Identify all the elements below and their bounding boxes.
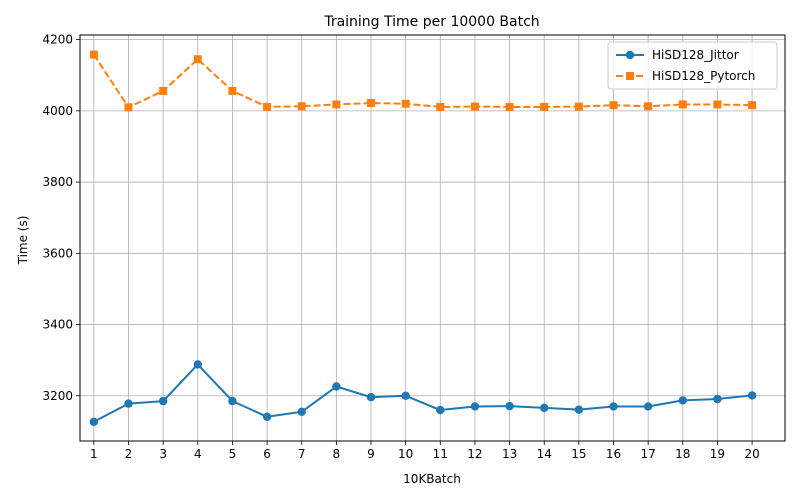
data-point-marker	[678, 396, 688, 405]
x-tick-label: 18	[675, 447, 690, 461]
data-point-marker	[470, 402, 480, 411]
data-point-marker	[124, 399, 133, 408]
data-point-marker	[436, 102, 445, 111]
x-tick-label: 15	[571, 447, 586, 461]
x-axis-ticks: 1 2 3 4 5 6 7 8 9 10 11 12 13 14 15 16 17 18 19 20	[90, 441, 760, 461]
legend-item: HiSD128_Pytorch	[616, 69, 755, 83]
data-point-marker	[574, 102, 583, 111]
data-point-marker	[748, 101, 757, 110]
data-point-marker	[228, 86, 237, 95]
x-tick-label: 6	[263, 447, 271, 461]
data-point-marker	[644, 102, 653, 111]
data-point-marker	[609, 402, 618, 411]
data-point-marker	[574, 405, 584, 414]
data-point-marker	[436, 405, 445, 415]
x-tick-label: 1	[90, 447, 98, 461]
x-tick-label: 2	[125, 447, 133, 461]
data-point-marker	[158, 396, 168, 406]
y-tick-label: 4200	[42, 33, 73, 47]
data-point-marker	[713, 100, 722, 109]
data-point-marker	[332, 100, 341, 109]
data-point-marker	[297, 102, 306, 111]
data-point-marker	[401, 99, 410, 108]
legend-marker	[625, 50, 635, 60]
data-point-marker	[193, 360, 202, 369]
legend-marker	[626, 72, 634, 80]
x-tick-label: 17	[641, 447, 656, 461]
data-point-marker	[747, 391, 757, 400]
x-tick-label: 19	[710, 447, 725, 461]
series-line	[93, 54, 753, 109]
plot-area-frame	[79, 34, 786, 442]
data-point-marker	[470, 102, 479, 111]
x-tick-label: 10	[398, 447, 413, 461]
series-HiSD128_Jittor	[89, 360, 757, 426]
legend-label: HiSD128_Pytorch	[652, 69, 755, 83]
data-point-marker	[159, 86, 168, 95]
y-tick-label: 3400	[42, 318, 73, 332]
legend: HiSD128_Jittor HiSD128_Pytorch	[607, 41, 778, 90]
data-point-marker	[228, 396, 237, 406]
x-tick-label: 7	[298, 447, 306, 461]
data-point-marker	[609, 101, 618, 110]
x-axis-label: 10KBatch	[403, 472, 461, 486]
chart-title: Training Time per 10000 Batch	[323, 14, 539, 30]
data-point-marker	[505, 102, 514, 111]
data-point-marker	[89, 417, 99, 426]
data-point-marker	[367, 99, 376, 108]
x-tick-label: 11	[433, 447, 448, 461]
series-HiSD128_Pytorch	[89, 50, 757, 112]
y-axis-ticks: 3200 3400 3600 3800 4000 4200	[42, 33, 80, 403]
y-axis-label: Time (s)	[16, 216, 30, 266]
x-tick-label: 20	[744, 447, 759, 461]
data-point-marker	[505, 401, 514, 411]
x-tick-label: 12	[467, 447, 482, 461]
data-point-marker	[262, 412, 272, 421]
series-line	[93, 363, 753, 423]
data-point-marker	[401, 391, 410, 400]
x-tick-label: 13	[502, 447, 517, 461]
data-point-marker	[193, 55, 202, 64]
data-point-marker	[124, 103, 133, 112]
y-tick-label: 3800	[42, 175, 73, 189]
x-tick-label: 16	[606, 447, 621, 461]
data-point-marker	[540, 102, 549, 111]
x-tick-label: 4	[194, 447, 202, 461]
data-point-marker	[643, 402, 653, 411]
x-tick-label: 14	[537, 447, 552, 461]
data-point-marker	[678, 100, 687, 109]
x-tick-label: 5	[229, 447, 237, 461]
x-tick-label: 9	[367, 447, 375, 461]
legend-box	[607, 41, 778, 90]
data-point-marker	[297, 407, 306, 416]
data-point-marker	[713, 394, 722, 404]
data-point-marker	[540, 403, 549, 413]
y-tick-label: 3600	[42, 246, 73, 260]
y-tick-label: 4000	[42, 104, 73, 118]
legend-label: HiSD128_Jittor	[652, 48, 739, 62]
legend-item: HiSD128_Jittor	[616, 48, 739, 62]
series-layer	[89, 50, 757, 426]
data-point-marker	[366, 392, 376, 402]
data-point-marker	[332, 382, 341, 391]
y-tick-label: 3200	[42, 389, 73, 403]
x-tick-label: 8	[333, 447, 341, 461]
x-tick-label: 3	[159, 447, 167, 461]
data-point-marker	[263, 102, 272, 111]
data-point-marker	[89, 50, 98, 59]
